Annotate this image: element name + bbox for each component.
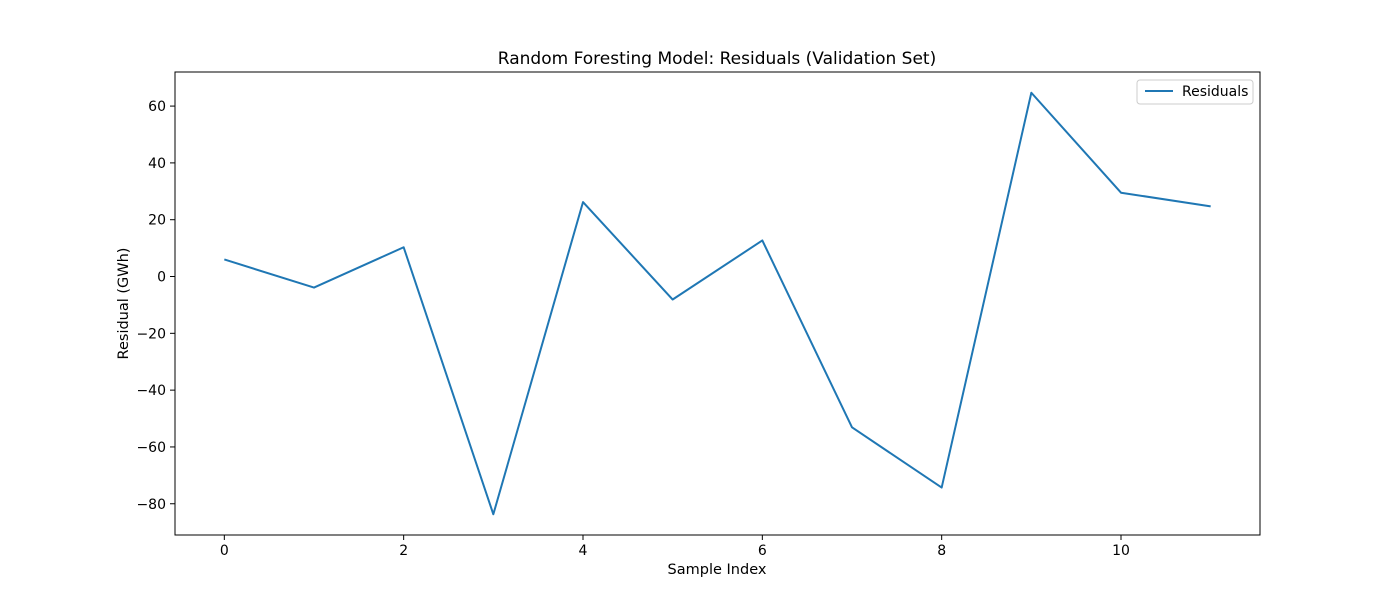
x-tick-label: 8 — [937, 543, 946, 559]
x-tick-label: 4 — [579, 543, 588, 559]
legend: Residuals — [1136, 79, 1254, 105]
x-tick-label: 6 — [758, 543, 767, 559]
plot-area: 0 2 4 6 8 10 −80 −60 −40 −20 0 20 40 60 — [136, 71, 1261, 559]
x-tick-label: 10 — [1112, 543, 1130, 559]
y-tick-label: 40 — [148, 156, 166, 172]
x-axis-label: Sample Index — [668, 562, 767, 578]
x-tick-label: 2 — [399, 543, 408, 559]
x-tick-label: 0 — [220, 543, 229, 559]
legend-label-residuals: Residuals — [1182, 84, 1248, 100]
x-axis: 0 2 4 6 8 10 — [220, 535, 1130, 559]
series-layer — [224, 91, 1211, 516]
y-axis-label: Residual (GWh) — [116, 248, 132, 360]
y-tick-label: 0 — [157, 270, 166, 286]
series-line-residuals — [224, 91, 1211, 516]
y-tick-label: 60 — [148, 99, 166, 115]
legend-box — [1136, 79, 1254, 105]
y-tick-label: −80 — [136, 497, 166, 513]
y-tick-label: −20 — [136, 326, 166, 342]
y-tick-label: 20 — [148, 213, 166, 229]
y-tick-label: −40 — [136, 383, 166, 399]
axes-frame — [174, 71, 1261, 536]
chart-title: Random Foresting Model: Residuals (Valid… — [498, 49, 936, 69]
y-tick-label: −60 — [136, 440, 166, 456]
y-axis: −80 −60 −40 −20 0 20 40 60 — [136, 99, 175, 513]
